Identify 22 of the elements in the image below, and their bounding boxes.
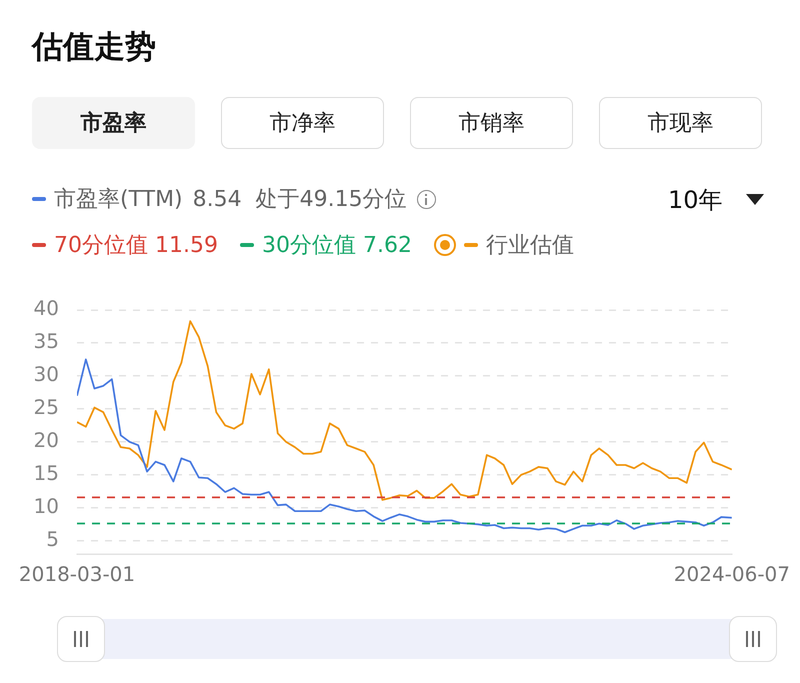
text: 市盈率 <box>80 110 146 138</box>
y-tick-label: 35 <box>34 329 59 354</box>
text: 市净率 <box>270 110 336 138</box>
y-tick-label: 25 <box>34 395 59 420</box>
y-tick-label: 20 <box>34 428 59 452</box>
y-tick-label: 30 <box>34 362 59 386</box>
text: 10年 <box>668 185 723 216</box>
legend-label: 70分位值 11.59 <box>54 232 218 260</box>
x-tick-label: 2024-06-07 <box>674 562 790 586</box>
text: 处于49.15分位 <box>256 186 407 214</box>
text: 市现率 <box>648 110 714 138</box>
text: 8.54 <box>192 186 242 212</box>
text: 市销率 <box>458 110 524 138</box>
y-tick-label: 10 <box>34 494 59 518</box>
legend-label: 市盈率(TTM) <box>54 186 183 214</box>
y-tick-label: 15 <box>34 461 59 486</box>
legend-label: 30分位值 7.62 <box>262 232 412 260</box>
chart-title: 估值走势 <box>32 28 156 67</box>
y-tick-label: 40 <box>34 296 59 320</box>
x-tick-label: 2018-03-01 <box>18 562 136 586</box>
y-tick-label: 5 <box>46 527 59 552</box>
legend-label: 行业估值 <box>486 232 574 260</box>
